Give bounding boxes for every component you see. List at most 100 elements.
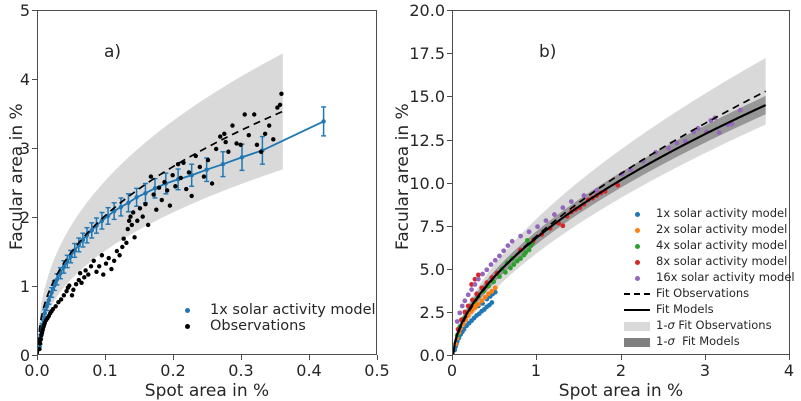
panel-a-yticklabel-5: 5 bbox=[19, 1, 30, 20]
legend-marker-light-swatch-icon bbox=[622, 318, 652, 334]
panel-b-yticklabel-1: 2.5 bbox=[419, 303, 445, 322]
panel-b-ytick-4 bbox=[447, 183, 452, 185]
legend-marker-dot-orange-icon bbox=[622, 222, 652, 238]
legend-marker-dot-red-icon bbox=[622, 254, 652, 270]
panel-b-yticklabel-7: 17.5 bbox=[409, 44, 445, 63]
panel-a-ytick-5 bbox=[32, 10, 37, 12]
panel-b-ytick-3 bbox=[447, 226, 452, 228]
legend-label-model-1x: 1x solar activity model bbox=[656, 206, 788, 221]
panel-b-xticklabel-1: 1 bbox=[530, 361, 542, 380]
legend-label-model-8x: 8x solar activity model bbox=[656, 254, 788, 269]
legend-marker-dark-swatch-icon bbox=[622, 334, 652, 350]
panel-a-ytick-1 bbox=[32, 286, 37, 288]
panel-b-ytick-6 bbox=[447, 96, 452, 98]
panel-a-yticklabel-3: 3 bbox=[19, 139, 30, 158]
panel-b-xtick-0 bbox=[452, 355, 454, 360]
panel-a-xtick-5 bbox=[377, 355, 379, 360]
panel-b-ytick-8 bbox=[447, 10, 452, 12]
panel-a-xticklabel-1: 0.1 bbox=[92, 361, 118, 380]
legend-marker-dot-purple-icon bbox=[622, 270, 652, 286]
panel-a-canvas bbox=[38, 53, 327, 354]
panel-a-xtick-0 bbox=[37, 355, 39, 360]
panel-a-ytick-4 bbox=[32, 79, 37, 81]
panel-b-ytick-5 bbox=[447, 140, 452, 142]
legend-item-fit-models[interactable]: Fit Models bbox=[622, 302, 795, 318]
panel-a-xticklabel-4: 0.4 bbox=[296, 361, 322, 380]
panel-b-ytick-2 bbox=[447, 269, 452, 271]
legend-item-model-1x[interactable]: 1x solar activity model bbox=[622, 206, 795, 222]
panel-a-yticklabel-1: 1 bbox=[19, 277, 30, 296]
panel-b-ytick-7 bbox=[447, 53, 452, 55]
panel-a-ytick-2 bbox=[32, 217, 37, 219]
panel-b-yticklabel-4: 10.0 bbox=[409, 174, 445, 193]
legend-label-fit-models: Fit Models bbox=[656, 302, 714, 317]
legend-label-sigma-fit-models: 1-σ Fit Models bbox=[656, 334, 740, 349]
panel-b-yaxis-label: Facular area in % bbox=[393, 103, 413, 250]
legend-item-observations[interactable]: Observations bbox=[172, 318, 376, 334]
panel-b-xtick-2 bbox=[621, 355, 623, 360]
legend-item-sigma-fit-observations[interactable]: 1-σ Fit Observations bbox=[622, 318, 795, 334]
panel-b-xticklabel-3: 3 bbox=[699, 361, 711, 380]
panel-b-xtick-1 bbox=[536, 355, 538, 360]
panel-b: 0 1 2 3 4 0.0 2.5 5.0 7.5 10.0 12.5 15.0… bbox=[393, 0, 801, 401]
panel-b-xticklabel-0: 0 bbox=[446, 361, 458, 380]
panel-a-xtick-4 bbox=[309, 355, 311, 360]
legend-item-model-2x[interactable]: 2x solar activity model bbox=[622, 222, 795, 238]
panel-b-tag: b) bbox=[539, 42, 557, 62]
panel-a-tag: a) bbox=[104, 42, 122, 62]
legend-label-sigma-fit-observations: 1-σ Fit Observations bbox=[656, 318, 772, 333]
legend-marker-dashed-line-icon bbox=[622, 286, 652, 302]
legend-label-sigma-fit-observations-rest: Fit Observations bbox=[674, 318, 772, 333]
legend-item-model-4x[interactable]: 4x solar activity model bbox=[622, 238, 795, 254]
legend-marker-dot-blue-icon bbox=[172, 302, 202, 318]
panel-a-xtick-1 bbox=[105, 355, 107, 360]
panel-b-yticklabel-8: 20.0 bbox=[409, 1, 445, 20]
panel-b-yticklabel-3: 7.5 bbox=[419, 217, 445, 236]
panel-b-xtick-4 bbox=[789, 355, 791, 360]
legend-label-sigma-fit-models-rest: Fit Models bbox=[674, 334, 740, 349]
legend-item-model-1x[interactable]: 1x solar activity model bbox=[172, 302, 376, 318]
legend-item-fit-observations[interactable]: Fit Observations bbox=[622, 286, 795, 302]
panel-a-xtick-2 bbox=[173, 355, 175, 360]
panel-a-yticklabel-4: 4 bbox=[19, 70, 30, 89]
panel-a-xtick-3 bbox=[241, 355, 243, 360]
legend-label-model-1x: 1x solar activity model bbox=[210, 301, 376, 318]
panel-b-legend: 1x solar activity model 2x solar activit… bbox=[622, 206, 795, 350]
legend-label-model-2x: 2x solar activity model bbox=[656, 222, 788, 237]
panel-b-xticklabel-2: 2 bbox=[615, 361, 627, 380]
legend-label-model-4x: 4x solar activity model bbox=[656, 238, 788, 253]
panel-b-xtick-3 bbox=[705, 355, 707, 360]
panel-a-ytick-3 bbox=[32, 148, 37, 150]
legend-marker-dot-green-icon bbox=[622, 238, 652, 254]
panel-b-yticklabel-5: 12.5 bbox=[409, 131, 445, 150]
legend-marker-solid-line-icon bbox=[622, 302, 652, 318]
panel-b-xaxis-label: Spot area in % bbox=[558, 381, 684, 401]
panel-a-legend: 1x solar activity model Observations bbox=[172, 302, 376, 334]
legend-item-model-8x[interactable]: 8x solar activity model bbox=[622, 254, 795, 270]
panel-a-xticklabel-2: 0.2 bbox=[160, 361, 186, 380]
panel-b-ytick-1 bbox=[447, 312, 452, 314]
legend-label-observations: Observations bbox=[210, 317, 306, 334]
panel-a-xticklabel-5: 0.5 bbox=[364, 361, 390, 380]
legend-marker-dot-black-icon bbox=[172, 318, 202, 334]
legend-label-model-16x: 16x solar activity model bbox=[656, 270, 795, 285]
panel-a-xticklabel-0: 0.0 bbox=[24, 361, 50, 380]
panel-b-canvas bbox=[453, 58, 767, 354]
panel-a-yticklabel-0: 0 bbox=[19, 346, 30, 365]
panel-a-yticklabel-2: 2 bbox=[19, 208, 30, 227]
panel-a-ytick-0 bbox=[32, 355, 37, 357]
panel-a-xticklabel-3: 0.3 bbox=[228, 361, 254, 380]
legend-marker-dot-blue-icon bbox=[622, 206, 652, 222]
panel-a-plot-area bbox=[37, 10, 377, 355]
panel-b-yticklabel-0: 0.0 bbox=[419, 346, 445, 365]
panel-b-plot-area bbox=[452, 10, 790, 355]
panel-b-yticklabel-6: 15.0 bbox=[409, 87, 445, 106]
legend-label-fit-observations: Fit Observations bbox=[656, 286, 750, 301]
panel-b-ytick-0 bbox=[447, 355, 452, 357]
legend-item-model-16x[interactable]: 16x solar activity model bbox=[622, 270, 795, 286]
panel-a-xaxis-label: Spot area in % bbox=[144, 381, 270, 401]
panel-a-yaxis-label: Facular area in % bbox=[7, 103, 27, 250]
panel-a: 0.0 0.1 0.2 0.3 0.4 0.5 0 1 2 3 4 5 Spot… bbox=[0, 0, 400, 400]
legend-item-sigma-fit-models[interactable]: 1-σ Fit Models bbox=[622, 334, 795, 350]
